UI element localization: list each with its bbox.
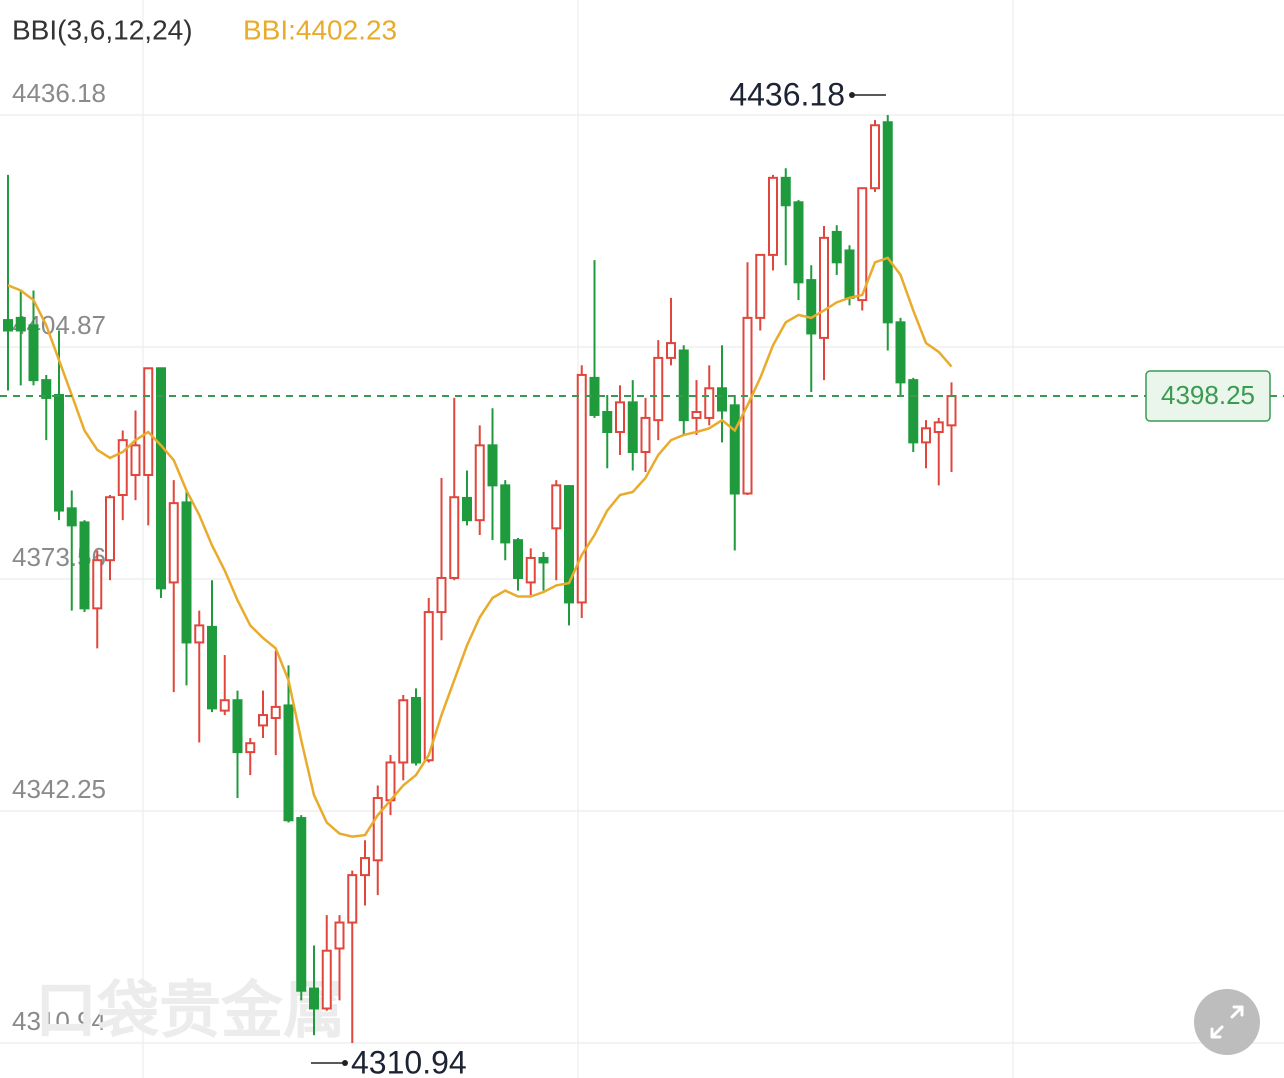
candle-body xyxy=(194,624,205,644)
candle-body xyxy=(181,501,192,644)
candle-body xyxy=(258,714,268,727)
candle-body xyxy=(372,797,383,862)
candle-body xyxy=(449,496,460,579)
candle-body xyxy=(780,176,791,207)
candles xyxy=(3,115,957,1044)
candle-body xyxy=(819,236,829,339)
candle-body xyxy=(525,556,536,584)
candle-body xyxy=(347,874,358,924)
candle-body xyxy=(309,987,319,1010)
candle-body xyxy=(908,379,919,444)
candle-body xyxy=(15,316,26,332)
candle-body xyxy=(729,404,740,495)
price-tag-label: 4398.25 xyxy=(1161,380,1255,410)
candle-body xyxy=(283,704,294,822)
candle-body xyxy=(462,496,472,522)
candle-body xyxy=(54,393,64,512)
candle-body xyxy=(831,230,842,264)
candle-body xyxy=(844,249,855,299)
candle-body xyxy=(92,559,103,610)
candle-body xyxy=(411,697,421,764)
candle-body xyxy=(678,349,689,422)
candle-body xyxy=(666,342,676,359)
candle-body xyxy=(551,484,562,530)
high-dot xyxy=(849,92,855,99)
candle-body xyxy=(385,761,396,802)
candle-body xyxy=(615,401,625,434)
candle-body xyxy=(857,187,868,302)
candle-body xyxy=(436,576,447,614)
candle-body xyxy=(474,444,485,522)
candle-body xyxy=(946,395,957,427)
bbi-legend: BBI:4402.23 xyxy=(243,14,397,45)
candle-body xyxy=(691,410,702,419)
candle-body xyxy=(219,699,230,712)
low-dot xyxy=(342,1060,348,1067)
candle-body xyxy=(270,705,281,720)
y-tick-label: 4373.56 xyxy=(12,542,106,572)
candle-body xyxy=(360,857,370,877)
candle-body xyxy=(768,176,778,256)
candle-body xyxy=(487,444,498,487)
candle-body xyxy=(755,253,766,319)
y-tick-label: 4436.18 xyxy=(12,78,106,108)
candle-body xyxy=(232,699,243,754)
candle-body xyxy=(870,124,880,190)
candle-body xyxy=(168,502,179,584)
y-tick-label: 4342.25 xyxy=(12,774,106,804)
candle-body xyxy=(806,279,817,335)
candle-body xyxy=(423,611,434,762)
candle-body xyxy=(513,539,523,579)
candle-body xyxy=(105,496,115,562)
candle-body xyxy=(321,949,332,1010)
high-label: 4436.18 xyxy=(729,76,845,112)
candle-body xyxy=(704,387,715,419)
candle-body xyxy=(576,373,587,604)
candle-body xyxy=(627,401,638,454)
candle-body xyxy=(653,356,664,422)
candle-body xyxy=(564,485,574,604)
candle-body xyxy=(207,625,217,710)
candle-body xyxy=(3,319,13,332)
zoom-button[interactable] xyxy=(1194,989,1260,1055)
candle-body xyxy=(895,321,906,384)
candle-body xyxy=(882,121,893,324)
candle-body xyxy=(245,742,256,754)
indicator-label: BBI(3,6,12,24) xyxy=(12,14,193,45)
bbi-line xyxy=(7,256,953,838)
candle-body xyxy=(130,444,141,476)
candle-body xyxy=(398,699,409,764)
low-label: 4310.94 xyxy=(351,1044,467,1078)
zoom-icon[interactable] xyxy=(1210,1005,1244,1039)
candle-body xyxy=(156,367,166,590)
price-tag xyxy=(1145,370,1271,422)
candle-body xyxy=(41,379,52,399)
candle-body xyxy=(933,421,944,434)
candle-body xyxy=(296,817,307,992)
watermark: 口袋贵金属 xyxy=(35,976,345,1045)
candle-body xyxy=(500,484,511,544)
y-tick-label: 4310.94 xyxy=(12,1006,106,1036)
candle-body xyxy=(143,367,154,476)
candle-body xyxy=(79,521,90,610)
candle-body xyxy=(921,427,931,444)
candle-body xyxy=(640,416,651,454)
zoom-circle[interactable] xyxy=(1194,989,1260,1055)
candle-body xyxy=(793,201,804,284)
candle-body xyxy=(66,507,77,527)
candle-body xyxy=(602,410,613,434)
candle-body xyxy=(717,387,727,412)
overlay: 4398.25 4436.18 4310.94 xyxy=(0,76,1284,1078)
candle-body xyxy=(334,921,345,950)
candle-body xyxy=(28,324,39,382)
candle-body xyxy=(117,439,128,496)
candle-body xyxy=(538,556,549,564)
